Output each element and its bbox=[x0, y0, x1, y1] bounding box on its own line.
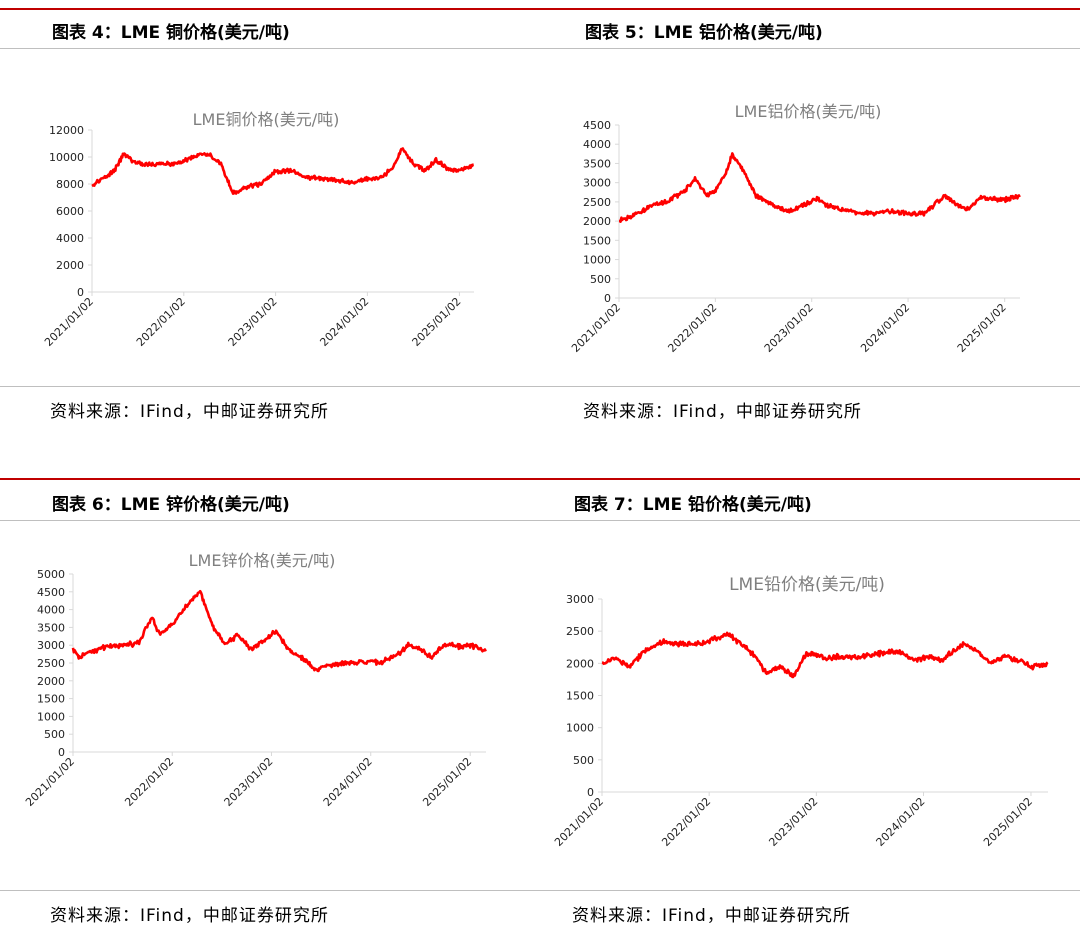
y-tick-label: 4500 bbox=[37, 586, 65, 599]
figure-panel-copper: 图表 4：LME 铜价格(美元/吨) LME铜价格(美元/吨) 0 2000 4000… bbox=[0, 0, 540, 465]
source-note: 资料来源：IFind，中邮证券研究所 bbox=[583, 402, 862, 422]
top-rule bbox=[0, 8, 540, 10]
title-divider bbox=[0, 520, 540, 521]
chart-title: LME铝价格(美元/吨) bbox=[735, 102, 882, 121]
price-series-line bbox=[618, 152, 1021, 223]
y-tick-label: 1000 bbox=[37, 710, 65, 723]
x-tick-label: 2021/01/02 bbox=[23, 755, 77, 809]
y-tick-label: 2000 bbox=[583, 215, 611, 228]
y-tick-label: 4000 bbox=[56, 232, 84, 245]
source-divider bbox=[540, 890, 1080, 891]
x-tick-label: 2021/01/02 bbox=[569, 301, 623, 355]
top-rule bbox=[540, 478, 1080, 480]
x-tick-label: 2024/01/02 bbox=[317, 295, 371, 349]
x-tick-label: 2025/01/02 bbox=[981, 795, 1035, 849]
y-tick-label: 0 bbox=[604, 292, 611, 305]
x-tick-label: 2022/01/02 bbox=[122, 755, 176, 809]
source-note: 资料来源：IFind，中邮证券研究所 bbox=[50, 906, 329, 926]
y-tick-label: 1000 bbox=[583, 254, 611, 267]
top-rule bbox=[0, 478, 540, 480]
y-tick-label: 1000 bbox=[566, 722, 594, 735]
x-tick-label: 2025/01/02 bbox=[420, 755, 474, 809]
x-tick-label: 2022/01/02 bbox=[134, 295, 188, 349]
zinc-price-chart: LME锌价格(美元/吨) 0 500 1000 1500 2000 2500 3000 3500… bbox=[23, 551, 487, 809]
y-tick-label: 2000 bbox=[56, 259, 84, 272]
y-tick-label: 0 bbox=[77, 286, 84, 299]
x-tick-label: 2025/01/02 bbox=[955, 301, 1009, 355]
top-rule bbox=[540, 8, 1080, 10]
figure-panel-zinc: 图表 6：LME 锌价格(美元/吨) LME锌价格(美元/吨) 0 500 1000 1… bbox=[0, 466, 540, 931]
source-divider bbox=[0, 890, 540, 891]
x-tick-label: 2023/01/02 bbox=[222, 755, 276, 809]
y-tick-label: 4000 bbox=[583, 138, 611, 151]
y-tick-label: 3500 bbox=[583, 157, 611, 170]
y-tick-label: 0 bbox=[58, 746, 65, 759]
x-tick-label: 2024/01/02 bbox=[858, 301, 912, 355]
figure-panel-aluminum: 图表 5：LME 铝价格(美元/吨) LME铝价格(美元/吨) 0 500 1000 1… bbox=[540, 0, 1080, 465]
y-tick-label: 5000 bbox=[37, 568, 65, 581]
price-series-line bbox=[71, 589, 487, 673]
y-tick-label: 2000 bbox=[37, 675, 65, 688]
title-divider bbox=[540, 48, 1080, 49]
title-divider bbox=[0, 48, 540, 49]
x-tick-label: 2021/01/02 bbox=[42, 295, 96, 349]
source-note: 资料来源：IFind，中邮证券研究所 bbox=[50, 402, 329, 422]
x-tick-label: 2024/01/02 bbox=[321, 755, 375, 809]
y-tick-label: 4500 bbox=[583, 119, 611, 132]
y-tick-label: 3000 bbox=[583, 177, 611, 190]
y-tick-label: 0 bbox=[587, 786, 594, 799]
chart-title: LME锌价格(美元/吨) bbox=[189, 551, 336, 570]
x-tick-label: 2021/01/02 bbox=[552, 795, 606, 849]
y-tick-label: 2500 bbox=[37, 657, 65, 670]
y-tick-label: 10000 bbox=[49, 151, 84, 164]
y-tick-label: 12000 bbox=[49, 124, 84, 137]
y-tick-label: 2500 bbox=[583, 196, 611, 209]
figure-title: 图表 5：LME 铝价格(美元/吨) bbox=[585, 23, 823, 43]
y-tick-label: 8000 bbox=[56, 178, 84, 191]
x-tick-label: 2022/01/02 bbox=[659, 795, 713, 849]
figure-title: 图表 4：LME 铜价格(美元/吨) bbox=[52, 23, 290, 43]
figure-title: 图表 6：LME 锌价格(美元/吨) bbox=[52, 495, 290, 515]
price-series-line bbox=[91, 147, 475, 195]
x-tick-label: 2023/01/02 bbox=[762, 301, 816, 355]
y-tick-label: 2000 bbox=[566, 657, 594, 670]
y-tick-label: 2500 bbox=[566, 625, 594, 638]
copper-price-chart: LME铜价格(美元/吨) 0 2000 4000 6000 8000 10000 12000 2… bbox=[42, 110, 475, 349]
figure-title: 图表 7：LME 铅价格(美元/吨) bbox=[574, 495, 812, 515]
y-tick-label: 500 bbox=[590, 273, 611, 286]
source-divider bbox=[540, 386, 1080, 387]
source-divider bbox=[0, 386, 540, 387]
x-tick-label: 2023/01/02 bbox=[226, 295, 280, 349]
x-tick-label: 2022/01/02 bbox=[665, 301, 719, 355]
x-tick-label: 2025/01/02 bbox=[410, 295, 464, 349]
y-tick-label: 500 bbox=[44, 728, 65, 741]
y-tick-label: 1500 bbox=[583, 234, 611, 247]
title-divider bbox=[540, 520, 1080, 521]
y-tick-label: 1500 bbox=[566, 690, 594, 703]
source-note: 资料来源：IFind，中邮证券研究所 bbox=[572, 906, 851, 926]
chart-title: LME铜价格(美元/吨) bbox=[193, 110, 340, 129]
aluminum-price-chart: LME铝价格(美元/吨) 0 500 1000 1500 2000 2500 3000 3500… bbox=[569, 102, 1021, 355]
y-tick-label: 4000 bbox=[37, 604, 65, 617]
y-tick-label: 6000 bbox=[56, 205, 84, 218]
y-tick-label: 1500 bbox=[37, 693, 65, 706]
y-tick-label: 500 bbox=[573, 754, 594, 767]
chart-title: LME铅价格(美元/吨) bbox=[729, 575, 885, 595]
x-tick-label: 2023/01/02 bbox=[766, 795, 820, 849]
lead-price-chart: LME铅价格(美元/吨) 0 500 1000 1500 2000 2500 3000 2021… bbox=[552, 575, 1049, 849]
y-tick-label: 3500 bbox=[37, 621, 65, 634]
y-tick-label: 3000 bbox=[37, 639, 65, 652]
y-tick-label: 3000 bbox=[566, 593, 594, 606]
price-series-line bbox=[601, 631, 1049, 679]
figure-panel-lead: 图表 7：LME 铅价格(美元/吨) LME铅价格(美元/吨) 0 500 1000 1… bbox=[540, 466, 1080, 931]
x-tick-label: 2024/01/02 bbox=[874, 795, 928, 849]
